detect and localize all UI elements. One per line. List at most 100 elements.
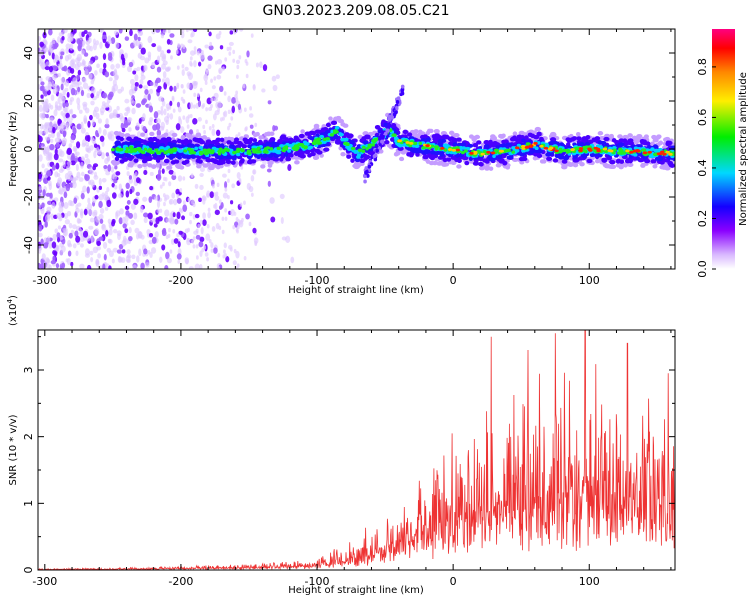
spectrogram-band-cell [125, 146, 130, 151]
spectrogram-band-cell [137, 164, 143, 169]
spectrogram-band-cell [399, 156, 405, 162]
spectrogram-noise-cell [266, 168, 272, 173]
spectrogram-noise-cell [176, 211, 181, 220]
spectrogram-band-cell [256, 146, 261, 150]
spectrogram-streak-cell [400, 88, 405, 93]
spectrogram-band-cell [558, 147, 563, 152]
spectrogram-noise-cell [71, 152, 75, 160]
spectrogram-noise-cell [92, 38, 97, 45]
spectrogram-noise-cell [188, 129, 194, 135]
spectrogram-noise-cell [46, 213, 51, 219]
spectrogram-band-cell [391, 133, 397, 137]
spectrogram-noise-cell [176, 82, 180, 88]
spectrogram-noise-cell [200, 227, 204, 235]
spectrogram-noise-cell [243, 107, 247, 112]
spectrogram-noise-cell [204, 80, 208, 86]
spectrogram-noise-cell [70, 87, 76, 96]
spectrogram-noise-cell [133, 33, 138, 41]
spectrogram-band-cell [163, 151, 168, 155]
spectrogram-noise-cell [205, 107, 209, 112]
spectrogram-noise-cell [239, 29, 244, 32]
spectrogram-noise-cell [155, 29, 161, 33]
spectrogram-noise-cell [162, 29, 167, 34]
spectrogram-noise-cell [41, 85, 45, 92]
spectrogram-noise-cell [63, 65, 68, 72]
spectrogram-noise-cell [63, 212, 69, 219]
spectrogram-noise-cell [193, 46, 197, 51]
spectrogram-noise-cell [167, 29, 171, 34]
spectrogram-band-cell [279, 144, 285, 148]
spectrogram-band-cell [332, 129, 338, 133]
spectrogram-band-cell [365, 134, 371, 140]
spectrogram-noise-cell [199, 264, 203, 269]
spectrogram-band-cell [512, 135, 517, 140]
spectrogram-streak-cell [375, 148, 379, 153]
spectrogram-noise-cell [58, 92, 62, 99]
spectrogram-noise-cell [135, 103, 142, 108]
spectrogram-band-cell [594, 158, 600, 164]
spectrogram-noise-cell [82, 185, 87, 193]
spectrogram-noise-cell [50, 260, 56, 265]
spectrogram-noise-cell [166, 257, 172, 264]
spectrogram-noise-cell [227, 109, 231, 115]
spectrogram-noise-cell [99, 41, 103, 49]
spectrogram-hot-cell [533, 141, 538, 145]
spectrogram-band-cell [636, 133, 643, 139]
spectrogram-hot-cell [588, 149, 593, 152]
spectrogram-noise-cell [52, 126, 56, 134]
spectrogram-noise-cell [269, 197, 275, 204]
spectrogram-noise-cell [219, 85, 224, 93]
spectrogram-noise-cell [101, 140, 105, 147]
spectrogram-noise-cell [62, 89, 66, 96]
spectrogram-noise-cell [70, 58, 76, 65]
spectrogram-noise-cell [149, 171, 154, 176]
spectrogram-noise-cell [112, 192, 117, 199]
spectrogram-noise-cell [99, 218, 104, 224]
spectrogram-noise-cell [213, 204, 216, 209]
spectrogram-band-cell [422, 154, 429, 160]
spectrogram-noise-cell [58, 187, 64, 195]
spectrogram-noise-cell [136, 255, 140, 263]
spectrogram-noise-cell [193, 92, 197, 98]
spectrogram-noise-cell [112, 112, 118, 119]
spectrogram-noise-cell [60, 51, 65, 56]
spectrogram-noise-cell [202, 219, 207, 227]
spectrogram-band-cell [425, 138, 431, 143]
spectrogram-noise-cell [227, 194, 230, 200]
spectrogram-noise-cell [77, 69, 82, 76]
spectrogram-band-cell [426, 128, 432, 134]
spectrogram-noise-cell [51, 201, 56, 209]
spectrogram-noise-cell [38, 130, 44, 135]
spectrogram-noise-cell [58, 31, 64, 37]
spectrogram-band-cell [564, 148, 570, 153]
spectrogram-noise-cell [230, 116, 234, 121]
spectrogram-noise-cell [211, 226, 216, 232]
spectrogram-band-cell [621, 151, 627, 155]
spectrogram-noise-cell [206, 193, 209, 198]
spectrogram-hot-cell [609, 149, 614, 153]
spectrogram-noise-cell [38, 154, 43, 162]
spectrogram-noise-cell [38, 186, 43, 191]
spectrogram-noise-cell [92, 165, 97, 171]
spectrogram-band-cell [140, 132, 146, 137]
spectrogram-band-cell [342, 123, 349, 128]
spectrogram-noise-cell [116, 230, 122, 237]
spectrogram-noise-cell [209, 191, 215, 199]
spectrogram-noise-cell [166, 49, 171, 54]
spectrogram-band-cell [601, 158, 608, 163]
spectrogram-noise-cell [111, 258, 115, 264]
spectrogram-noise-cell [222, 66, 225, 71]
spectrogram-noise-cell [171, 174, 177, 181]
spectrogram-hot-cell [665, 150, 670, 154]
spectrogram-noise-cell [250, 192, 254, 198]
spectrogram-band-cell [516, 138, 523, 143]
spectrogram-band-cell [262, 154, 268, 159]
spectrogram-band-cell [343, 141, 348, 146]
spectrogram-band-cell [323, 147, 330, 152]
spectrogram-noise-cell [206, 257, 210, 262]
spectrogram-noise-cell [74, 151, 78, 159]
spectrogram-noise-cell [108, 250, 114, 258]
spectrogram-noise-cell [44, 136, 51, 141]
spectrogram-noise-cell [228, 41, 234, 46]
spectrogram-noise-cell [51, 74, 57, 80]
